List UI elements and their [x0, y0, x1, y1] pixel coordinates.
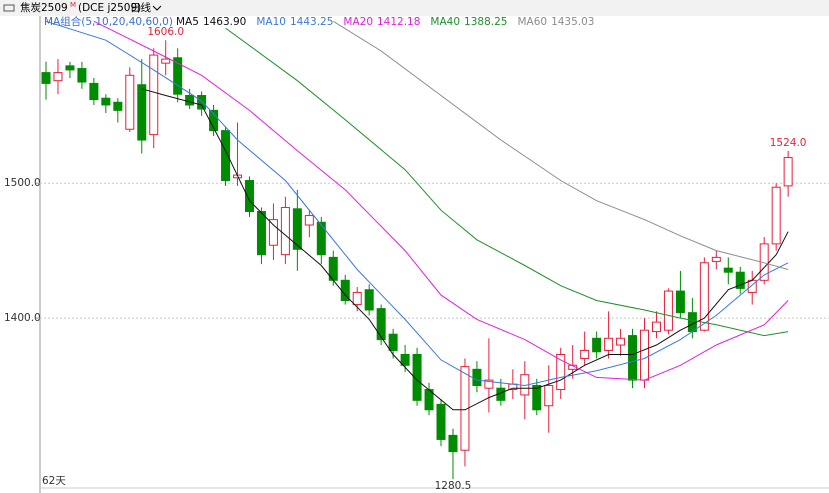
- candle-body: [197, 95, 207, 110]
- candle-body: [640, 329, 649, 381]
- candle-body: [161, 58, 171, 64]
- candle-body: [352, 291, 362, 306]
- candle-body: [783, 157, 793, 187]
- candle-body: [604, 337, 614, 351]
- candle-body: [771, 186, 781, 245]
- candle-body: [137, 84, 147, 141]
- candle-body: [292, 208, 302, 250]
- legend-value: 1435.03: [551, 16, 594, 28]
- candle-body: [484, 379, 494, 389]
- chart-title: 焦炭2509: [20, 1, 68, 14]
- candle-body: [221, 130, 231, 181]
- candle-body: [77, 68, 87, 83]
- candle-body: [460, 366, 470, 451]
- legend-value: 1388.25: [464, 16, 507, 28]
- candle-body: [580, 349, 590, 360]
- period[interactable]: 日线: [130, 1, 151, 14]
- candle-body: [400, 353, 410, 366]
- candle-body: [244, 179, 254, 213]
- candle-body: [592, 337, 602, 353]
- candle-body: [41, 72, 51, 84]
- candle-body: [735, 271, 745, 289]
- candle-body: [448, 434, 458, 453]
- candle-body: [304, 215, 314, 226]
- candle-body: [628, 335, 638, 381]
- legend-value: 1443.25: [290, 16, 333, 28]
- ma-line: [93, 20, 789, 381]
- title-bar: [0, 0, 829, 16]
- candle-body: [364, 289, 374, 311]
- price-annotation: 1524.0: [770, 137, 807, 149]
- legend-name: MA40: [430, 16, 460, 28]
- candle-body: [149, 54, 159, 136]
- ma-line: [45, 20, 789, 387]
- candle-body: [125, 74, 135, 130]
- candle-body: [651, 321, 661, 333]
- y-tick-label: 1500.0: [4, 177, 41, 189]
- candle-body: [699, 262, 709, 331]
- candle-body: [687, 312, 697, 333]
- y-tick-label: 1400.0: [4, 312, 41, 324]
- candle-body: [53, 72, 63, 82]
- ma-line: [225, 27, 789, 337]
- candle-body: [556, 353, 566, 391]
- legend-name: MA10: [256, 16, 286, 28]
- chart-subtitle: (DCE j2509): [78, 2, 141, 14]
- candle-body: [101, 97, 111, 106]
- candle-body: [616, 337, 626, 346]
- candle-body: [675, 290, 685, 314]
- candle-body: [376, 308, 386, 341]
- legend-name: MA20: [343, 16, 373, 28]
- candle-body: [436, 403, 446, 440]
- legend-value: 1463.90: [203, 16, 246, 28]
- candle-body: [532, 384, 542, 411]
- price-annotation: 1280.5: [435, 480, 472, 492]
- ma-line: [141, 88, 789, 411]
- candle-body: [711, 256, 721, 262]
- candle-body: [663, 290, 673, 331]
- candle-body: [89, 82, 99, 101]
- price-annotation: 1606.0: [147, 26, 184, 38]
- ma-group: MA组合(5,10,20,40,60,0): [44, 15, 173, 28]
- candle-body: [268, 219, 278, 246]
- legend-name: MA60: [517, 16, 547, 28]
- candle-body: [280, 206, 290, 256]
- dropdown-arrow[interactable]: [152, 5, 162, 11]
- candle-body: [412, 353, 422, 401]
- candle-body: [723, 267, 733, 273]
- candle-body: [316, 221, 326, 256]
- candle-body: [472, 368, 482, 386]
- candle-body: [173, 57, 183, 95]
- candle-body: [544, 384, 554, 407]
- ma-line: [333, 20, 789, 270]
- legend-name: MA5: [176, 16, 199, 28]
- candle-body: [65, 65, 75, 71]
- title-mark: M: [70, 1, 76, 9]
- legend-value: 1412.18: [377, 16, 420, 28]
- days-label: 62天: [42, 475, 66, 487]
- menu-icon[interactable]: [3, 4, 15, 12]
- candle-body: [388, 333, 398, 351]
- candle-body: [185, 95, 195, 106]
- candle-body: [113, 101, 123, 111]
- candle-body: [256, 211, 266, 256]
